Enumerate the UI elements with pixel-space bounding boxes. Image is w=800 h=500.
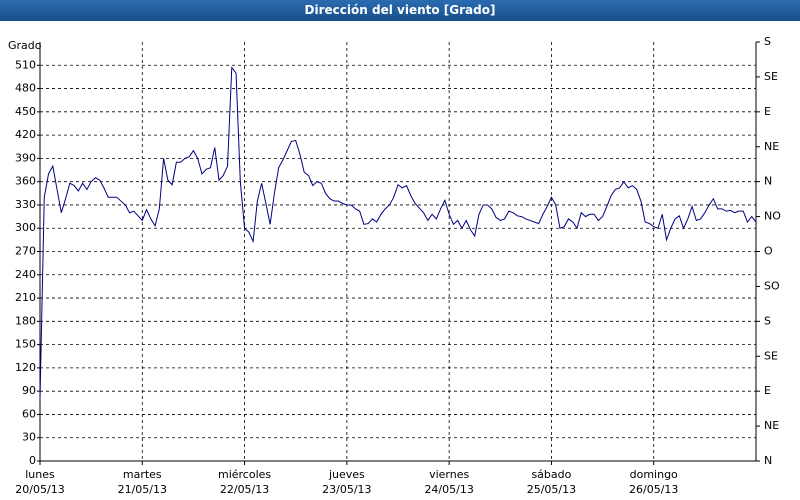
y-tick-label: 150 [15, 338, 36, 351]
x-tick-label: lunes 20/05/13 [15, 468, 65, 496]
y-tick-label: 510 [15, 58, 36, 71]
y-tick-label: 240 [15, 268, 36, 281]
y-axis-label: Grado [8, 39, 42, 52]
y2-tick-label: NE [764, 419, 779, 432]
y2-tick-label: NE [764, 140, 779, 153]
y-tick-label: 270 [15, 245, 36, 258]
y-tick-label: 480 [15, 82, 36, 95]
y2-tick-label: N [764, 175, 772, 188]
y-tick-label: 390 [15, 151, 36, 164]
y2-tick-label: S [764, 314, 771, 327]
y-tick-label: 30 [22, 431, 36, 444]
y-tick-label: 0 [29, 454, 36, 467]
y-tick-label: 180 [15, 314, 36, 327]
y-tick-label: 330 [15, 198, 36, 211]
y2-tick-label: S [764, 35, 771, 48]
y2-tick-label: SO [764, 279, 780, 292]
x-tick-label: domingo 26/05/13 [629, 468, 679, 496]
y2-tick-label: E [764, 384, 771, 397]
y2-tick-label: SE [764, 70, 778, 83]
y-tick-label: 360 [15, 175, 36, 188]
x-tick-label: miércoles 22/05/13 [217, 468, 272, 496]
y-tick-label: 120 [15, 361, 36, 374]
x-tick-label: martes 21/05/13 [117, 468, 167, 496]
y2-tick-label: O [764, 245, 773, 258]
y-tick-label: 90 [22, 384, 36, 397]
y2-tick-label: SE [764, 349, 778, 362]
x-tick-label: jueves 23/05/13 [322, 468, 372, 496]
y-tick-label: 210 [15, 291, 36, 304]
chart-title: Dirección del viento [Grado] [0, 0, 800, 21]
y2-tick-label: N [764, 454, 772, 467]
data-line [39, 66, 757, 399]
y-tick-label: 450 [15, 105, 36, 118]
y-tick-label: 420 [15, 128, 36, 141]
y-tick-label: 60 [22, 407, 36, 420]
y2-tick-label: NO [764, 210, 781, 223]
y2-tick-label: E [764, 105, 771, 118]
x-tick-label: viernes 24/05/13 [424, 468, 474, 496]
y-tick-label: 300 [15, 221, 36, 234]
x-tick-label: sábado 25/05/13 [526, 468, 577, 496]
